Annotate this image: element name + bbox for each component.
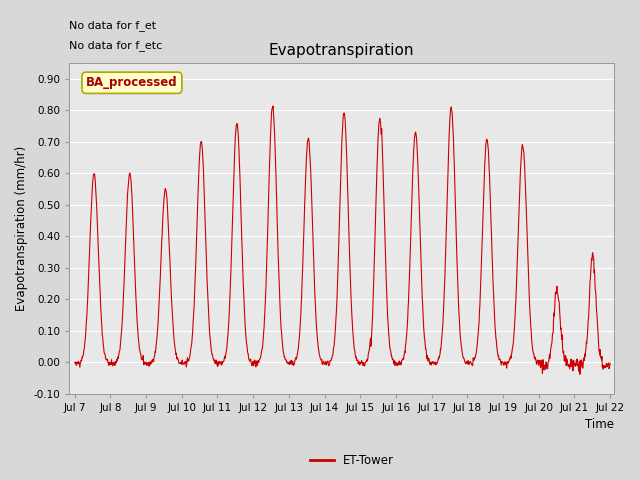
Text: No data for f_et: No data for f_et	[69, 20, 156, 31]
Text: BA_processed: BA_processed	[86, 76, 178, 89]
Legend: ET-Tower: ET-Tower	[305, 449, 399, 472]
X-axis label: Time: Time	[585, 419, 614, 432]
Text: No data for f_etc: No data for f_etc	[69, 40, 163, 51]
Title: Evapotranspiration: Evapotranspiration	[269, 43, 414, 58]
Y-axis label: Evapotranspiration (mm/hr): Evapotranspiration (mm/hr)	[15, 146, 28, 311]
